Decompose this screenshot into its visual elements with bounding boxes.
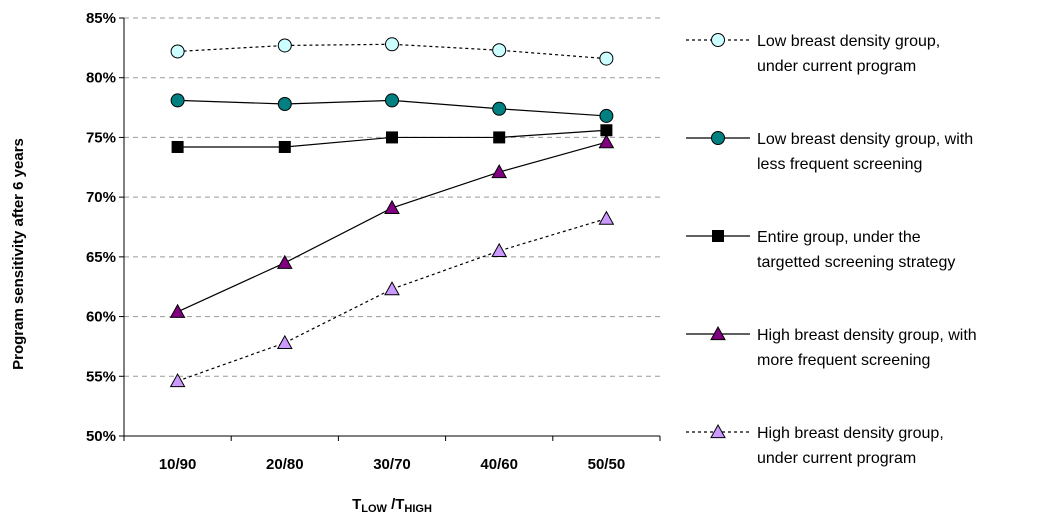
y-tick-label: 70% — [86, 189, 116, 206]
data-point — [384, 199, 400, 214]
legend-marker — [712, 230, 724, 242]
x-axis-title-sep: /T — [387, 496, 405, 513]
y-tick-label: 50% — [86, 428, 116, 445]
legend-label: less frequent screening — [757, 156, 922, 173]
data-point — [385, 37, 399, 52]
legend-entry-1: Low breast density group, under current p… — [686, 33, 940, 75]
legend-label: Entire group, under the — [757, 229, 921, 246]
legend-entry-4: High breast density group, with more freq… — [686, 325, 977, 369]
data-point — [277, 38, 292, 53]
y-tick-label: 65% — [86, 249, 116, 266]
data-point — [385, 93, 399, 108]
legend-marker — [710, 423, 726, 439]
data-point — [276, 254, 293, 269]
legend-marker — [711, 131, 725, 145]
series-2 — [170, 93, 614, 123]
legend-label: more frequent screening — [757, 352, 930, 369]
data-point — [492, 43, 507, 58]
x-tick-label: 40/60 — [480, 456, 518, 473]
legend-label: High breast density group, with — [757, 327, 977, 344]
data-point — [598, 210, 615, 225]
data-point — [386, 131, 398, 144]
series-layer — [169, 37, 615, 388]
x-tick-label: 30/70 — [373, 456, 411, 473]
data-point — [278, 140, 291, 153]
legend-label: under current program — [757, 58, 916, 75]
data-point — [491, 242, 508, 257]
axes: 50% 55% 60% 65% 70% 75% 80% 85% 10/90 20/80 30/70 4… — [86, 10, 661, 473]
data-point — [600, 124, 613, 137]
series-4 — [169, 134, 615, 318]
y-tick-label: 60% — [86, 309, 116, 326]
series-3 — [171, 124, 613, 153]
legend-label: High breast density group, — [757, 425, 944, 442]
legend-label: targetted screening strategy — [757, 254, 955, 271]
x-axis-title-main: T — [352, 496, 361, 513]
data-point — [169, 303, 186, 318]
x-tick-label: 20/80 — [266, 456, 304, 473]
data-point — [599, 108, 614, 123]
x-tick-label: 50/50 — [588, 456, 626, 473]
data-point — [170, 93, 185, 108]
y-tick-label: 55% — [86, 368, 116, 385]
x-axis-title-sub-low: LOW — [361, 503, 387, 515]
series-line — [177, 218, 607, 382]
data-point — [169, 373, 186, 388]
data-point — [599, 51, 614, 66]
data-point — [491, 164, 508, 179]
data-point — [493, 131, 506, 144]
data-point — [598, 134, 615, 149]
legend-label: Low breast density group, with — [757, 131, 973, 148]
data-point — [171, 140, 184, 153]
y-tick-label: 85% — [86, 10, 116, 27]
y-tick-label: 75% — [86, 129, 116, 146]
series-1 — [170, 37, 614, 66]
grid-lines — [124, 17, 660, 377]
legend-entry-2: Low breast density group, with less frequ… — [686, 131, 973, 173]
legend-entry-5: High breast density group, under current … — [686, 423, 944, 467]
y-tick-label: 80% — [86, 70, 116, 87]
legend-label: Low breast density group, — [757, 33, 940, 50]
x-tick-label: 10/90 — [159, 456, 197, 473]
legend-marker — [711, 33, 725, 47]
x-axis-title: TLOW /THIGH — [352, 496, 432, 515]
data-point — [170, 44, 185, 59]
data-point — [492, 101, 507, 116]
legend: Low breast density group, under current p… — [686, 33, 977, 467]
y-axis-title: Program sensitivity after 6 years — [10, 138, 27, 370]
data-point — [277, 96, 292, 111]
legend-label: under current program — [757, 450, 916, 467]
legend-marker — [710, 325, 726, 341]
x-axis-title-sub-high: HIGH — [404, 503, 432, 515]
data-point — [384, 281, 400, 296]
data-point — [276, 334, 293, 349]
series-5 — [169, 210, 615, 388]
legend-entry-3: Entire group, under the targetted screeni… — [686, 229, 955, 271]
